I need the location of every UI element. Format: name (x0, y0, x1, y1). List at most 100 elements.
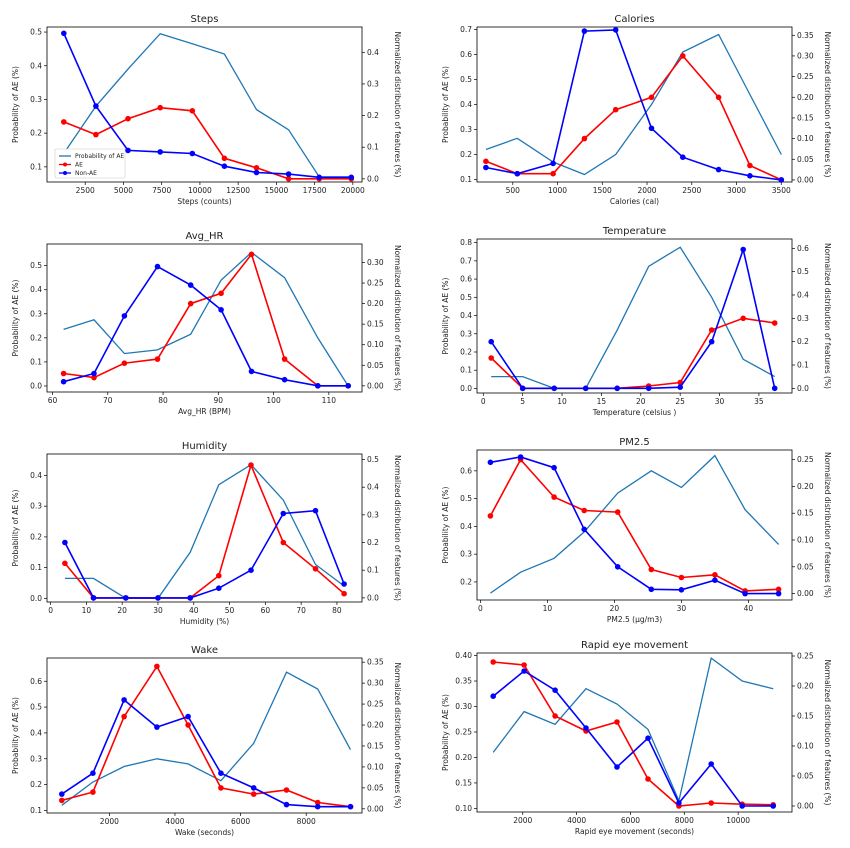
y2-tick-label: 0.10 (367, 762, 384, 771)
data-point (90, 789, 96, 795)
y-axis-label: Probability of AE (%) (441, 66, 450, 143)
y2-tick-label: 0.05 (797, 155, 814, 164)
y-tick-label: 0.7 (460, 256, 472, 265)
data-point (283, 801, 290, 808)
data-point (677, 384, 683, 391)
x-tick-label: 6000 (231, 817, 250, 826)
data-point (551, 494, 557, 500)
data-point (314, 799, 321, 806)
y2-axis-label: Normalized distribution of features (%) (393, 455, 402, 601)
data-point (775, 586, 782, 593)
x-axis-label: Steps (counts) (177, 197, 231, 206)
x-tick-label: 1500 (593, 186, 612, 195)
chart-title: Wake (191, 645, 218, 656)
data-point (715, 94, 722, 101)
data-point (552, 713, 558, 719)
data-point (154, 263, 161, 270)
y-tick-label: 0.1 (30, 806, 42, 815)
series-line-ae (64, 462, 345, 599)
chart-panel-1: Steps 2500 5000 7500 10000 12500 15000 17500 200… (11, 14, 402, 206)
data-point (645, 776, 651, 782)
x-tick-label: 20000 (341, 186, 365, 195)
y2-tick-label: 0.05 (367, 361, 384, 370)
x-axis-label: PM2.5 (µg/m3) (607, 615, 662, 624)
data-point (248, 462, 254, 468)
data-point (583, 725, 589, 731)
y-tick-label: 0.30 (455, 702, 472, 711)
y2-tick-label: 0.25 (797, 455, 814, 464)
y-tick-label: 0.3 (30, 95, 42, 104)
x-tick-label: 8000 (675, 816, 694, 825)
x-tick-label: 35 (754, 397, 764, 406)
x-tick-label: 90 (214, 396, 224, 405)
data-point (253, 165, 260, 171)
x-tick-label: 100 (266, 396, 281, 405)
y-axis-label: Probability of AE (%) (11, 66, 20, 143)
data-point (521, 662, 527, 668)
data-point (747, 173, 753, 179)
x-tick-label: 110 (322, 396, 337, 405)
y-tick-label: 0.5 (460, 494, 472, 503)
data-point (771, 320, 778, 326)
y-tick-label: 0.10 (455, 804, 472, 813)
x-tick-label: 20 (610, 604, 620, 613)
data-point (250, 791, 257, 797)
y2-axis-label: Normalized distribution of features (%) (393, 31, 402, 177)
data-point (645, 385, 652, 392)
data-point (708, 327, 715, 333)
y2-tick-label: 0.30 (367, 258, 384, 267)
x-axis-label: Calories (cal) (610, 197, 659, 206)
y2-tick-label: 0.0 (367, 593, 379, 602)
data-point (90, 595, 97, 601)
data-point (216, 585, 222, 591)
data-point (121, 713, 127, 720)
y-tick-label: 0.6 (460, 275, 472, 284)
data-point (60, 378, 67, 385)
data-point (550, 160, 556, 167)
data-point (218, 785, 224, 791)
data-point (285, 176, 292, 182)
y-tick-label: 0.2 (460, 150, 472, 159)
x-axis-label: Avg_HR (BPM) (178, 407, 231, 416)
data-point (614, 764, 620, 770)
y2-axis-label: Normalized distribution of features (%) (393, 245, 402, 391)
y-tick-label: 0.1 (30, 563, 42, 572)
y-tick-label: 0.2 (30, 532, 42, 541)
x-tick-label: 10 (543, 604, 553, 613)
series-line-ae (489, 458, 779, 592)
data-point (187, 595, 193, 601)
plot-frame (46, 657, 363, 814)
y-axis-label: Probability of AE (%) (11, 279, 20, 356)
data-point (521, 668, 527, 674)
y2-tick-label: 0.15 (367, 741, 384, 750)
y2-tick-label: 0.3 (367, 510, 379, 519)
y2-tick-label: 0.25 (367, 700, 384, 709)
y2-tick-label: 0.00 (367, 381, 384, 390)
y2-tick-label: 0.4 (367, 483, 379, 492)
data-point (770, 803, 776, 809)
data-point (614, 564, 621, 570)
plot-frame (476, 449, 793, 601)
series-line-probability-of-ae (63, 32, 352, 178)
y2-tick-label: 0.20 (367, 721, 384, 730)
legend-box (54, 148, 126, 179)
data-point (90, 770, 96, 776)
data-point (490, 659, 497, 665)
series-line-ae (490, 317, 775, 390)
y-tick-label: 0.4 (30, 471, 42, 480)
y-tick-label: 0.1 (460, 175, 472, 184)
data-point (552, 687, 558, 693)
y2-tick-label: 0.10 (797, 742, 814, 751)
data-point (483, 164, 489, 171)
x-tick-label: 10 (557, 397, 567, 406)
x-tick-label: 80 (158, 396, 168, 405)
plot-frame (46, 453, 363, 603)
series-line-non-ae (492, 670, 774, 807)
data-point (91, 374, 97, 381)
y2-tick-label: 0.3 (797, 314, 809, 323)
data-point (551, 464, 557, 471)
data-point (487, 459, 494, 466)
data-point (91, 370, 97, 377)
